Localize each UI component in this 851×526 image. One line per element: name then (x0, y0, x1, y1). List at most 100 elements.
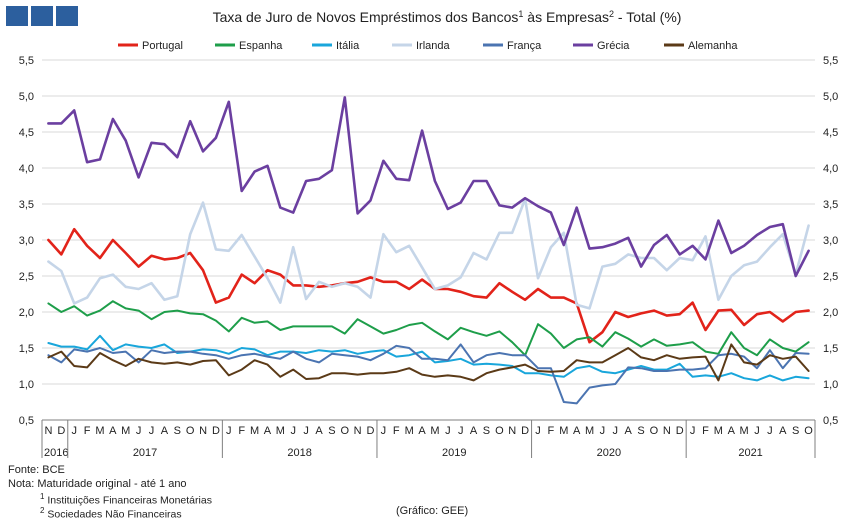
chart-series (47, 96, 810, 405)
month-tick-label: J (445, 425, 451, 437)
month-tick-label: D (676, 425, 684, 437)
month-tick-label: J (767, 425, 773, 437)
month-tick-label: J (303, 425, 309, 437)
month-tick-label: M (405, 425, 414, 437)
month-tick-label: O (650, 425, 659, 437)
chart-credit: (Gráfico: GEE) (396, 505, 469, 517)
year-label: 2021 (738, 447, 762, 459)
y-tick-label: 5,5 (19, 55, 34, 67)
month-tick-label: O (804, 425, 813, 437)
month-tick-label: A (779, 425, 787, 437)
y-tick-label: 1,5 (823, 343, 838, 355)
y-tick-label: 3,5 (19, 199, 34, 211)
gee-logo-icon (6, 6, 78, 26)
month-tick-label: J (149, 425, 155, 437)
month-tick-label: J (754, 425, 760, 437)
y-tick-label: 5,5 (823, 55, 838, 67)
month-tick-label: N (44, 425, 52, 437)
month-tick-label: J (600, 425, 606, 437)
y-tick-label: 1,0 (823, 379, 838, 391)
month-tick-label: A (470, 425, 478, 437)
y-tick-label: 0,5 (19, 415, 34, 427)
logo-block (31, 6, 53, 26)
month-tick-label: M (430, 425, 439, 437)
month-tick-label: A (109, 425, 117, 437)
month-tick-label: J (71, 425, 77, 437)
y-tick-label: 5,0 (823, 91, 838, 103)
month-tick-label: J (381, 425, 387, 437)
note-1: 1 Instituições Financeiras Monetárias (40, 492, 212, 507)
y-tick-label: 1,5 (19, 343, 34, 355)
y-tick-label: 4,0 (823, 163, 838, 175)
series-line-frança (47, 343, 810, 405)
month-tick-label: A (573, 425, 581, 437)
month-tick-label: D (367, 425, 375, 437)
series-line-espanha (47, 300, 810, 357)
source-text: Fonte: BCE (8, 464, 65, 476)
month-tick-label: J (458, 425, 464, 437)
legend-label: Portugal (142, 40, 183, 52)
chart-title: Taxa de Juro de Novos Empréstimos dos Ba… (213, 9, 682, 25)
month-tick-label: S (174, 425, 181, 437)
month-tick-label: M (740, 425, 749, 437)
month-tick-label: M (250, 425, 259, 437)
month-tick-label: M (585, 425, 594, 437)
month-tick-label: O (186, 425, 195, 437)
chart-grid (42, 59, 815, 421)
y-tick-label: 3,0 (823, 235, 838, 247)
month-tick-label: F (702, 425, 709, 437)
month-tick-label: F (84, 425, 91, 437)
month-tick-label: M (95, 425, 104, 437)
month-tick-label: N (663, 425, 671, 437)
year-label: 2018 (287, 447, 311, 459)
month-tick-label: N (354, 425, 362, 437)
y-tick-label: 2,0 (19, 307, 34, 319)
y-axis-right: 5,5 5,0 4,5 4,0 3,5 3,0 2,5 2,0 1,5 1,0 0,5 (823, 55, 838, 427)
y-axis-left: 5,5 5,0 4,5 4,0 3,5 3,0 2,5 2,0 1,5 1,0 0,5 (19, 55, 34, 427)
month-tick-label: J (226, 425, 232, 437)
y-tick-label: 4,0 (19, 163, 34, 175)
legend-label: Alemanha (688, 40, 738, 52)
month-tick-label: M (559, 425, 568, 437)
year-label: 2016 (44, 447, 68, 459)
y-tick-label: 3,0 (19, 235, 34, 247)
series-line-grécia (47, 96, 810, 278)
month-tick-label: N (199, 425, 207, 437)
series-line-portugal (47, 227, 810, 344)
series-line-irlanda (47, 197, 810, 310)
month-tick-label: D (521, 425, 529, 437)
series-line-alemanha (47, 343, 810, 382)
month-tick-label: A (625, 425, 633, 437)
y-tick-label: 4,5 (19, 127, 34, 139)
note-2: 2 Sociedades Não Financeiras (40, 506, 182, 521)
line-chart: Taxa de Juro de Novos Empréstimos dos Ba… (19, 9, 839, 459)
month-tick-label: F (548, 425, 555, 437)
y-tick-label: 1,0 (19, 379, 34, 391)
y-tick-label: 2,5 (19, 271, 34, 283)
year-label: 2017 (133, 447, 157, 459)
month-tick-label: N (508, 425, 516, 437)
month-tick-label: A (161, 425, 169, 437)
month-tick-label: S (637, 425, 644, 437)
month-tick-label: J (136, 425, 142, 437)
month-tick-label: J (613, 425, 619, 437)
logo-block (56, 6, 78, 26)
year-label: 2020 (597, 447, 621, 459)
month-tick-label: A (315, 425, 323, 437)
month-tick-label: S (792, 425, 799, 437)
month-tick-label: J (535, 425, 541, 437)
note-text: Nota: Maturidade original - até 1 ano (8, 478, 187, 490)
month-tick-label: J (690, 425, 696, 437)
month-tick-label: F (393, 425, 400, 437)
legend-label: Irlanda (416, 40, 451, 52)
y-tick-label: 2,5 (823, 271, 838, 283)
month-tick-label: A (728, 425, 736, 437)
month-tick-label: M (714, 425, 723, 437)
month-tick-label: O (340, 425, 349, 437)
year-label: 2019 (442, 447, 466, 459)
month-tick-label: S (483, 425, 490, 437)
y-tick-label: 2,0 (823, 307, 838, 319)
month-tick-label: F (238, 425, 245, 437)
legend-label: Itália (336, 40, 360, 52)
month-tick-label: O (495, 425, 504, 437)
